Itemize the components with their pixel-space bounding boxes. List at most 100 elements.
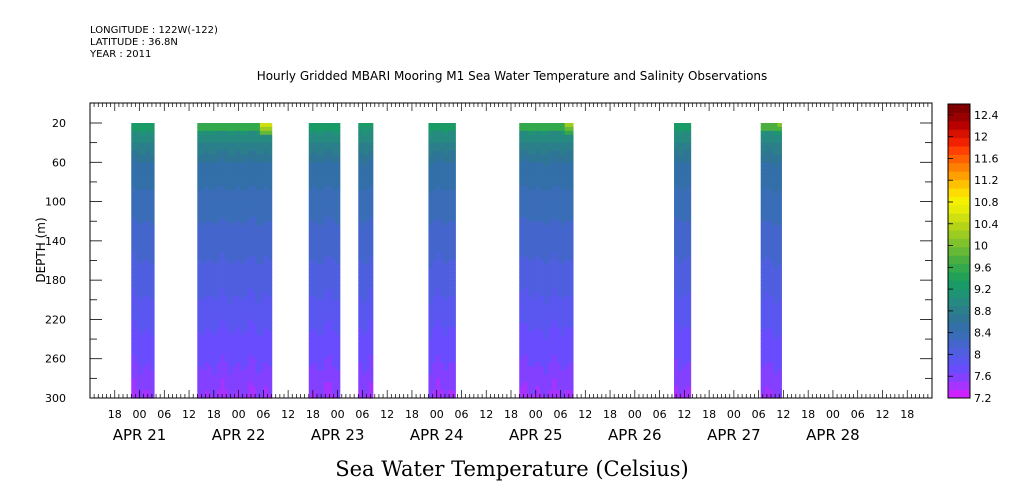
data-cell — [369, 346, 374, 352]
data-cell — [248, 248, 253, 254]
data-cell — [361, 315, 367, 321]
data-cell — [443, 354, 449, 360]
data-cell — [328, 174, 333, 179]
data-cell — [267, 134, 273, 140]
data-cell — [320, 366, 325, 372]
data-cell — [324, 343, 329, 348]
data-cell — [678, 189, 683, 195]
data-cell — [252, 299, 257, 305]
data-cell — [209, 150, 214, 156]
data-cell — [568, 291, 574, 297]
data-cell — [216, 303, 222, 309]
data-cell — [552, 193, 557, 199]
data-cell — [539, 268, 545, 273]
data-cell — [142, 240, 148, 246]
data-cell — [205, 162, 210, 167]
data-cell — [259, 174, 265, 179]
data-cell — [436, 327, 441, 332]
data-cell — [308, 130, 314, 136]
data-cell — [335, 209, 341, 214]
data-cell — [552, 123, 557, 128]
data-cell — [224, 307, 230, 313]
data-cell — [197, 185, 202, 191]
data-cell — [312, 370, 318, 376]
data-cell — [361, 217, 367, 222]
data-cell — [432, 386, 437, 391]
data-cell — [436, 299, 441, 305]
data-cell — [131, 327, 136, 332]
data-cell — [259, 225, 265, 230]
data-cell — [146, 272, 151, 277]
data-cell — [674, 354, 679, 360]
data-cell — [224, 382, 230, 387]
data-cell — [523, 295, 529, 301]
data-cell — [544, 339, 549, 344]
data-cell — [328, 288, 333, 293]
data-cell — [248, 233, 253, 238]
data-cell — [358, 299, 363, 305]
data-cell — [568, 123, 574, 128]
data-cell — [331, 201, 337, 207]
data-cell — [232, 213, 238, 218]
data-cell — [212, 213, 218, 218]
data-cell — [263, 291, 269, 297]
data-cell — [568, 280, 574, 285]
data-cell — [240, 225, 245, 230]
data-cell — [531, 323, 537, 328]
data-cell — [682, 358, 688, 364]
data-cell — [447, 311, 453, 317]
data-cell — [267, 276, 273, 281]
data-cell — [773, 225, 778, 230]
data-cell — [209, 335, 214, 340]
data-cell — [544, 225, 549, 230]
data-cell — [436, 225, 441, 230]
data-cell — [777, 240, 782, 246]
data-cell — [244, 185, 249, 191]
data-cell — [138, 366, 144, 372]
data-cell — [674, 174, 679, 179]
data-cell — [432, 221, 437, 226]
data-cell — [267, 252, 273, 258]
data-cell — [252, 295, 257, 301]
data-cell — [777, 378, 782, 383]
data-cell — [523, 213, 529, 218]
data-cell — [255, 252, 261, 258]
data-cell — [146, 366, 151, 372]
data-cell — [150, 189, 155, 195]
data-cell — [760, 244, 766, 250]
data-cell — [220, 291, 226, 297]
data-cell — [267, 233, 273, 238]
data-cell — [777, 162, 782, 167]
data-cell — [428, 134, 433, 140]
data-cell — [228, 264, 234, 269]
data-cell — [201, 382, 206, 387]
data-cell — [358, 154, 363, 159]
data-cell — [244, 248, 249, 254]
data-cell — [228, 146, 234, 152]
data-cell — [768, 197, 774, 203]
data-cell — [451, 138, 456, 144]
data-cell — [764, 374, 770, 379]
data-cell — [760, 303, 766, 309]
data-cell — [209, 244, 214, 250]
data-cell — [259, 126, 265, 132]
data-cell — [236, 244, 241, 250]
data-cell — [443, 331, 449, 336]
data-cell — [682, 189, 688, 195]
data-cell — [216, 240, 222, 246]
data-cell — [197, 221, 202, 226]
data-cell — [686, 378, 692, 383]
data-cell — [324, 240, 329, 246]
data-cell — [216, 170, 222, 175]
data-cell — [138, 154, 144, 159]
data-cell — [236, 154, 241, 159]
data-cell — [212, 323, 218, 328]
data-cell — [432, 323, 437, 328]
data-cell — [531, 221, 537, 226]
data-cell — [539, 335, 545, 340]
data-cell — [263, 276, 269, 281]
data-cell — [678, 350, 683, 356]
data-cell — [439, 221, 445, 226]
data-cell — [527, 311, 533, 317]
data-cell — [556, 327, 562, 332]
